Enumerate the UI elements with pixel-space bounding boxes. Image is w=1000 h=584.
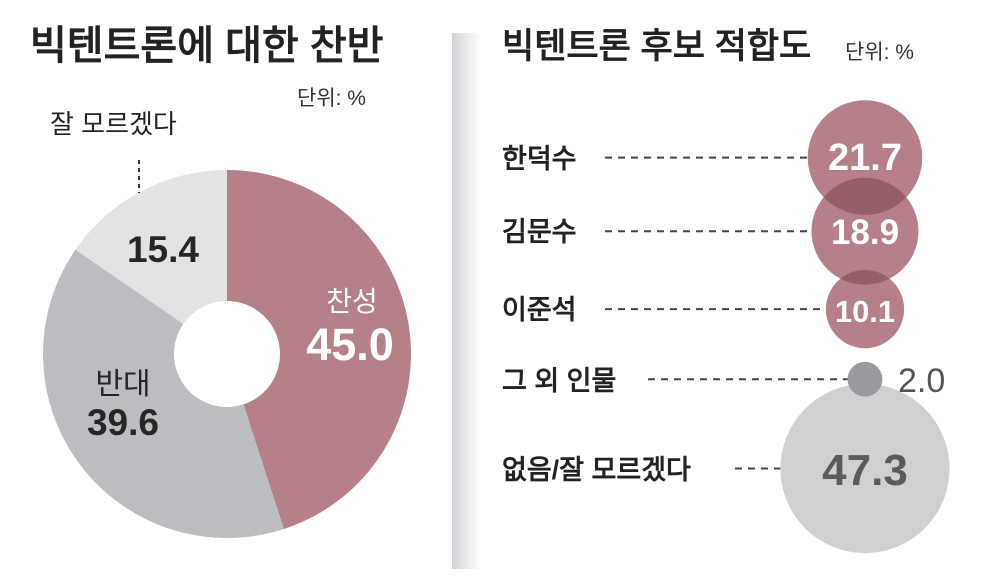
svg-text:찬성: 찬성 bbox=[326, 286, 378, 317]
svg-text:45.0: 45.0 bbox=[306, 319, 394, 370]
svg-text:47.3: 47.3 bbox=[822, 446, 908, 495]
svg-text:39.6: 39.6 bbox=[87, 402, 159, 443]
svg-text:18.9: 18.9 bbox=[831, 213, 899, 252]
svg-text:반대: 반대 bbox=[95, 368, 150, 401]
svg-text:21.7: 21.7 bbox=[828, 137, 902, 179]
svg-text:10.1: 10.1 bbox=[835, 294, 895, 329]
svg-text:15.4: 15.4 bbox=[127, 229, 199, 270]
svg-text:2.0: 2.0 bbox=[898, 362, 945, 400]
